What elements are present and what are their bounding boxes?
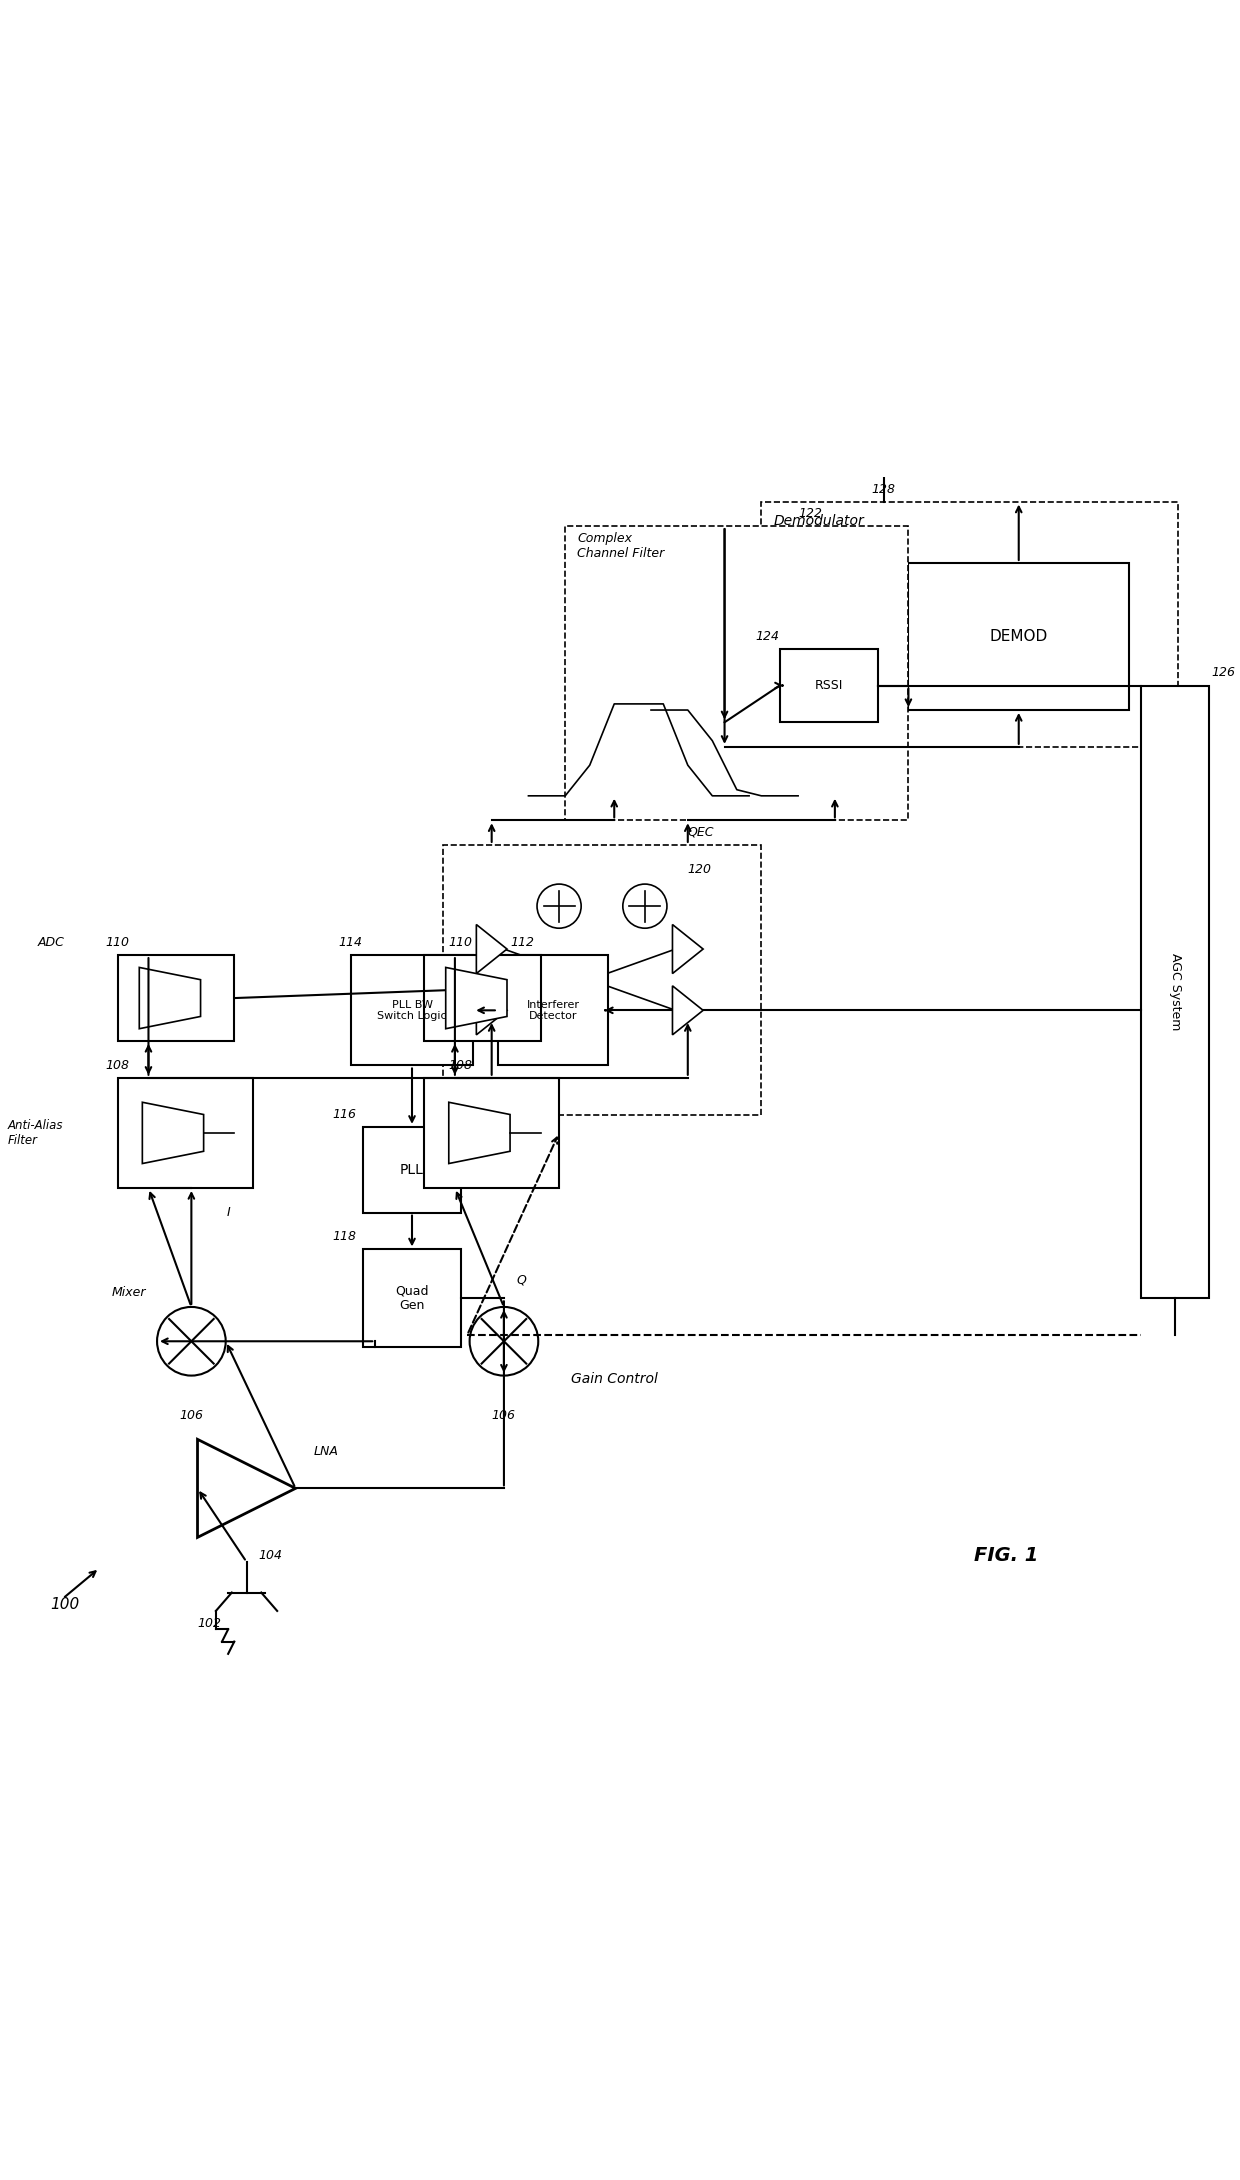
Text: FIG. 1: FIG. 1 xyxy=(975,1546,1039,1565)
Text: 106: 106 xyxy=(179,1408,203,1421)
Text: LNA: LNA xyxy=(314,1445,339,1458)
Text: 108: 108 xyxy=(105,1059,129,1073)
Text: 100: 100 xyxy=(51,1598,79,1613)
Text: Interferer
Detector: Interferer Detector xyxy=(527,998,579,1020)
Text: Anti-Alias
Filter: Anti-Alias Filter xyxy=(7,1118,63,1147)
Circle shape xyxy=(537,885,582,929)
Polygon shape xyxy=(143,1103,203,1164)
Polygon shape xyxy=(476,924,507,974)
Text: ADC: ADC xyxy=(38,935,64,948)
Text: 128: 128 xyxy=(872,482,895,495)
Text: Quad
Gen: Quad Gen xyxy=(396,1284,429,1312)
Text: Q: Q xyxy=(516,1273,526,1286)
Polygon shape xyxy=(139,968,201,1029)
Polygon shape xyxy=(449,1103,510,1164)
Text: 104: 104 xyxy=(259,1550,283,1561)
Bar xyxy=(351,955,474,1066)
Circle shape xyxy=(470,1308,538,1376)
Text: 126: 126 xyxy=(1211,667,1235,680)
Bar xyxy=(909,562,1130,711)
Polygon shape xyxy=(445,968,507,1029)
Text: 124: 124 xyxy=(755,630,779,643)
Text: PLL: PLL xyxy=(401,1162,424,1177)
Polygon shape xyxy=(476,985,507,1036)
Text: 114: 114 xyxy=(339,935,362,948)
Text: DEMOD: DEMOD xyxy=(990,630,1048,643)
Text: 120: 120 xyxy=(688,863,712,876)
Text: 110: 110 xyxy=(105,935,129,948)
Polygon shape xyxy=(672,924,703,974)
Bar xyxy=(363,1127,461,1212)
Text: 118: 118 xyxy=(332,1230,356,1243)
Bar xyxy=(1141,685,1209,1299)
Text: 112: 112 xyxy=(510,935,534,948)
Bar xyxy=(424,955,541,1042)
Text: Demodulator: Demodulator xyxy=(774,514,864,528)
Text: 110: 110 xyxy=(449,935,472,948)
Text: 116: 116 xyxy=(332,1107,356,1121)
Bar xyxy=(497,955,608,1066)
Text: QEC: QEC xyxy=(688,826,714,839)
Bar xyxy=(761,501,1178,748)
Bar xyxy=(565,525,909,820)
Text: Mixer: Mixer xyxy=(112,1286,146,1299)
Text: AGC System: AGC System xyxy=(1168,953,1182,1031)
Text: 106: 106 xyxy=(492,1408,516,1421)
Bar xyxy=(780,650,878,722)
Polygon shape xyxy=(197,1439,295,1537)
Text: 102: 102 xyxy=(197,1618,222,1631)
Text: Complex
Channel Filter: Complex Channel Filter xyxy=(578,532,665,560)
Bar xyxy=(363,1249,461,1347)
Text: RSSI: RSSI xyxy=(815,678,843,691)
Circle shape xyxy=(157,1308,226,1376)
Bar xyxy=(424,1077,559,1188)
Bar xyxy=(118,955,234,1042)
Bar xyxy=(443,846,761,1114)
Bar xyxy=(118,1077,253,1188)
Text: Gain Control: Gain Control xyxy=(570,1371,657,1386)
Polygon shape xyxy=(672,985,703,1036)
Circle shape xyxy=(622,885,667,929)
Text: 122: 122 xyxy=(799,508,822,521)
Text: PLL BW
Switch Logic: PLL BW Switch Logic xyxy=(377,998,446,1020)
Text: 108: 108 xyxy=(449,1059,472,1073)
Text: I: I xyxy=(226,1206,231,1219)
